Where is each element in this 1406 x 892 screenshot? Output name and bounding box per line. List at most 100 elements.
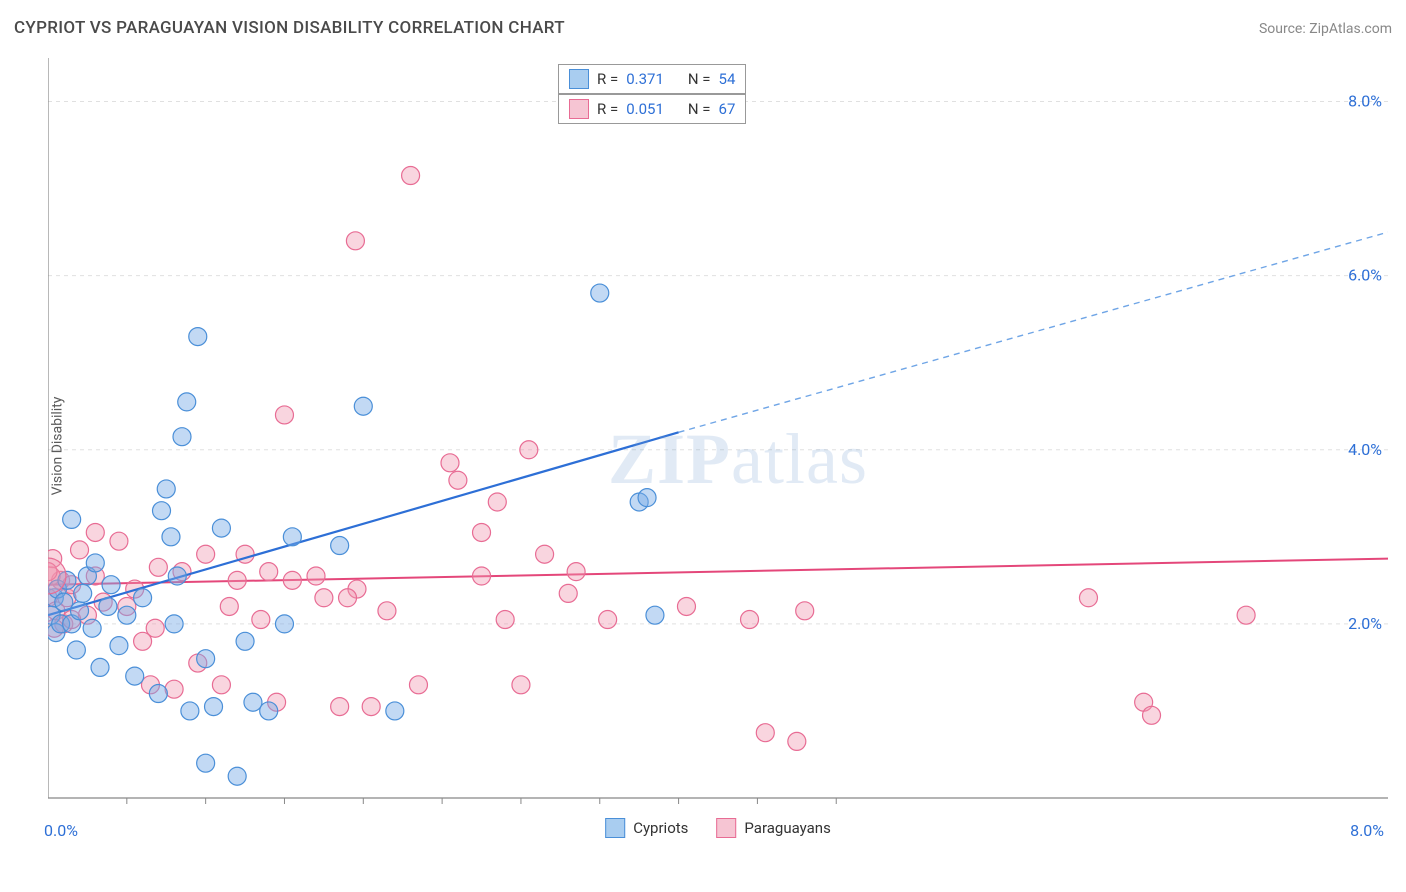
- legend-item-paraguayans: Paraguayans: [716, 818, 830, 838]
- point-paraguayans: [449, 471, 467, 489]
- point-cypriots: [591, 284, 609, 302]
- legend-n-label: N =: [688, 70, 711, 88]
- point-cypriots: [165, 615, 183, 633]
- point-paraguayans: [512, 676, 530, 694]
- point-cypriots: [110, 637, 128, 655]
- point-paraguayans: [1237, 606, 1255, 624]
- point-paraguayans: [86, 523, 104, 541]
- legend-bottom: Cypriots Paraguayans: [605, 818, 831, 838]
- point-cypriots: [74, 584, 92, 602]
- point-paraguayans: [252, 611, 270, 629]
- point-cypriots: [63, 510, 81, 528]
- point-cypriots: [386, 702, 404, 720]
- point-cypriots: [157, 480, 175, 498]
- legend-swatch-icon: [605, 818, 625, 838]
- point-paraguayans: [212, 676, 230, 694]
- point-cypriots: [236, 632, 254, 650]
- y-tick-label: 2.0%: [1348, 614, 1382, 633]
- point-paraguayans: [146, 619, 164, 637]
- y-tick-label: 6.0%: [1348, 266, 1382, 285]
- point-cypriots: [102, 576, 120, 594]
- scatter-plot-svg: 2.0%4.0%6.0%8.0%: [48, 58, 1388, 838]
- x-axis-min-label: 0.0%: [44, 821, 78, 840]
- legend-swatch-icon: [569, 69, 589, 89]
- point-paraguayans: [599, 611, 617, 629]
- legend-n-label: N =: [688, 100, 711, 118]
- point-paraguayans: [378, 602, 396, 620]
- point-cypriots: [638, 489, 656, 507]
- legend-r-label: R =: [597, 100, 618, 118]
- point-cypriots: [178, 393, 196, 411]
- point-cypriots: [260, 702, 278, 720]
- legend-item-cypriots: Cypriots: [605, 818, 688, 838]
- point-paraguayans: [473, 523, 491, 541]
- y-tick-label: 8.0%: [1348, 92, 1382, 111]
- point-paraguayans: [149, 558, 167, 576]
- point-cypriots: [197, 650, 215, 668]
- point-paraguayans: [409, 676, 427, 694]
- point-paraguayans: [402, 167, 420, 185]
- point-cypriots: [118, 606, 136, 624]
- point-cypriots: [275, 615, 293, 633]
- legend-r-value: 0.371: [626, 70, 664, 88]
- point-cypriots: [83, 619, 101, 637]
- point-paraguayans: [796, 602, 814, 620]
- point-paraguayans: [496, 611, 514, 629]
- point-cypriots: [55, 593, 73, 611]
- point-paraguayans: [741, 611, 759, 629]
- series-paraguayans: [48, 167, 1388, 751]
- legend-item-label: Paraguayans: [744, 819, 830, 837]
- point-paraguayans: [536, 545, 554, 563]
- point-paraguayans: [339, 589, 357, 607]
- point-paraguayans: [441, 454, 459, 472]
- point-paraguayans: [362, 698, 380, 716]
- chart-title: CYPRIOT VS PARAGUAYAN VISION DISABILITY …: [14, 18, 565, 38]
- chart-area: 2.0%4.0%6.0%8.0% ZIPatlas R = 0.371 N = …: [48, 58, 1388, 838]
- point-cypriots: [189, 328, 207, 346]
- point-cypriots: [126, 667, 144, 685]
- series-cypriots: [48, 232, 1388, 785]
- point-cypriots: [149, 685, 167, 703]
- point-cypriots: [153, 502, 171, 520]
- point-paraguayans: [110, 532, 128, 550]
- point-cypriots: [99, 597, 117, 615]
- point-paraguayans: [1079, 589, 1097, 607]
- legend-stat-paraguayans: R = 0.051 N = 67: [558, 94, 746, 124]
- trendline-dash-cypriots: [679, 232, 1388, 432]
- point-cypriots: [91, 658, 109, 676]
- point-paraguayans: [220, 597, 238, 615]
- point-paraguayans: [788, 732, 806, 750]
- point-cypriots: [134, 589, 152, 607]
- point-paraguayans: [756, 724, 774, 742]
- source-attribution: Source: ZipAtlas.com: [1259, 21, 1392, 37]
- point-cypriots: [228, 767, 246, 785]
- point-paraguayans: [520, 441, 538, 459]
- point-cypriots: [646, 606, 664, 624]
- legend-n-value: 67: [719, 100, 736, 118]
- point-paraguayans: [331, 698, 349, 716]
- point-paraguayans: [315, 589, 333, 607]
- point-cypriots: [205, 698, 223, 716]
- point-paraguayans: [71, 541, 89, 559]
- x-axis-max-label: 8.0%: [1350, 821, 1384, 840]
- point-cypriots: [86, 554, 104, 572]
- point-paraguayans: [488, 493, 506, 511]
- point-paraguayans: [677, 597, 695, 615]
- point-cypriots: [197, 754, 215, 772]
- legend-stat-cypriots: R = 0.371 N = 54: [558, 64, 746, 94]
- point-paraguayans: [197, 545, 215, 563]
- point-cypriots: [162, 528, 180, 546]
- point-cypriots: [354, 397, 372, 415]
- legend-r-label: R =: [597, 70, 618, 88]
- point-cypriots: [181, 702, 199, 720]
- point-paraguayans: [346, 232, 364, 250]
- point-paraguayans: [283, 571, 301, 589]
- point-paraguayans: [473, 567, 491, 585]
- point-cypriots: [67, 641, 85, 659]
- point-cypriots: [212, 519, 230, 537]
- point-cypriots: [71, 602, 89, 620]
- point-paraguayans: [260, 563, 278, 581]
- legend-swatch-icon: [569, 99, 589, 119]
- legend-n-value: 54: [719, 70, 736, 88]
- point-paraguayans: [275, 406, 293, 424]
